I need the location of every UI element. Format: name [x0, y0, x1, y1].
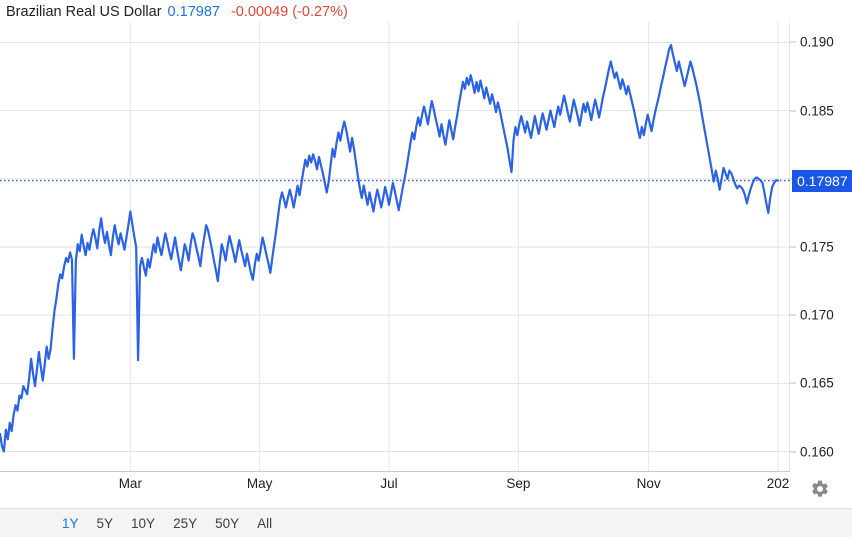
- y-axis-tick-label: 0.175: [800, 239, 834, 255]
- x-axis-tick-label: Jul: [380, 476, 398, 491]
- price-change: -0.00049 (-0.27%): [230, 4, 348, 20]
- y-axis: 0.160 0.165 0.170 0.175 0.185 0.190 0.17987: [790, 22, 852, 472]
- x-axis: Mar May Jul Sep Nov 202: [0, 472, 790, 504]
- y-axis-tick-mark: [790, 110, 796, 112]
- range-selector-bar: 1Y 5Y 10Y 25Y 50Y All: [0, 508, 852, 537]
- y-axis-tick-mark: [790, 41, 796, 43]
- y-axis-tick-mark: [790, 451, 796, 453]
- gear-icon[interactable]: [810, 479, 830, 499]
- range-button-5y[interactable]: 5Y: [96, 515, 114, 531]
- range-button-25y[interactable]: 25Y: [173, 515, 198, 531]
- y-axis-tick-mark: [790, 246, 796, 248]
- x-axis-tick-label: Sep: [506, 476, 531, 491]
- range-button-50y[interactable]: 50Y: [215, 515, 240, 531]
- x-axis-tick-label: Mar: [118, 476, 142, 491]
- price-series-line: [0, 44, 780, 453]
- chart-header: Brazilian Real US Dollar 0.17987 -0.0004…: [6, 2, 348, 22]
- y-axis-tick-label: 0.170: [800, 307, 834, 323]
- range-button-all[interactable]: All: [257, 515, 273, 531]
- y-axis-tick-label: 0.160: [800, 444, 834, 460]
- instrument-name: Brazilian Real US Dollar: [6, 4, 162, 20]
- y-axis-tick-mark: [790, 314, 796, 316]
- y-axis-tick-label: 0.190: [800, 34, 834, 50]
- current-price-badge: 0.17987: [792, 169, 852, 192]
- range-button-1y[interactable]: 1Y: [62, 515, 79, 531]
- x-axis-tick-label: Nov: [636, 476, 661, 491]
- x-axis-tick-label: 202: [766, 476, 790, 491]
- range-button-10y[interactable]: 10Y: [131, 515, 156, 531]
- y-axis-tick-label: 0.165: [800, 375, 834, 391]
- last-price: 0.17987: [167, 4, 220, 20]
- chart-plot-area[interactable]: [0, 22, 790, 472]
- y-axis-tick-mark: [790, 382, 796, 384]
- horizontal-gridlines: [0, 41, 790, 453]
- price-line-chart: [0, 22, 790, 472]
- y-axis-tick-label: 0.185: [800, 103, 834, 119]
- x-axis-tick-label: May: [246, 476, 273, 491]
- vertical-gridlines: [129, 22, 779, 472]
